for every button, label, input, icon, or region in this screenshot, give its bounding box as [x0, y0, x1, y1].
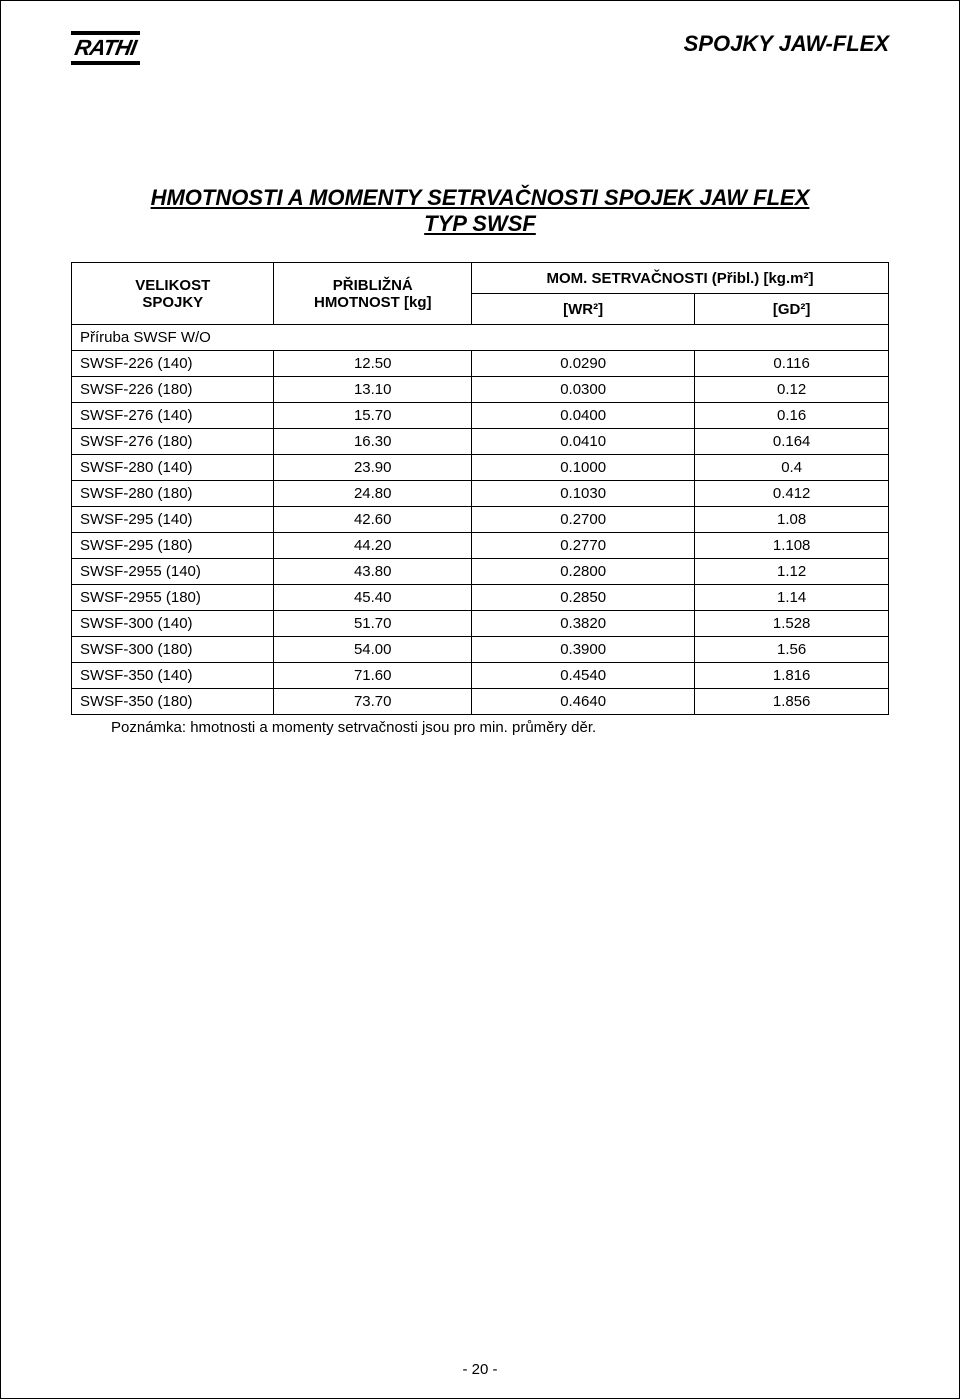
cell-size: SWSF-226 (140): [72, 351, 274, 377]
cell-size: SWSF-295 (180): [72, 533, 274, 559]
logo: RATHI: [71, 31, 140, 65]
col-header-moment: MOM. SETRVAČNOSTI (Přibl.) [kg.m²]: [471, 263, 888, 294]
col-header-gd2: [GD²]: [695, 294, 889, 325]
cell-weight: 42.60: [274, 507, 472, 533]
cell-gd2: 0.164: [695, 429, 889, 455]
col-header-weight: PŘIBLIŽNÁ HMOTNOST [kg]: [274, 263, 472, 325]
cell-weight: 71.60: [274, 663, 472, 689]
cell-gd2: 0.116: [695, 351, 889, 377]
cell-gd2: 0.412: [695, 481, 889, 507]
cell-wr2: 0.4540: [471, 663, 694, 689]
cell-gd2: 1.12: [695, 559, 889, 585]
table-row: SWSF-295 (140)42.600.27001.08: [72, 507, 889, 533]
cell-gd2: 1.108: [695, 533, 889, 559]
cell-wr2: 0.1030: [471, 481, 694, 507]
col-header-weight-a: PŘIBLIŽNÁ: [333, 277, 413, 294]
table-body: Příruba SWSF W/O SWSF-226 (140)12.500.02…: [72, 325, 889, 715]
cell-wr2: 0.2850: [471, 585, 694, 611]
cell-weight: 12.50: [274, 351, 472, 377]
cell-size: SWSF-350 (180): [72, 689, 274, 715]
table-row: SWSF-2955 (140)43.800.28001.12: [72, 559, 889, 585]
table-head: VELIKOST SPOJKY PŘIBLIŽNÁ HMOTNOST [kg] …: [72, 263, 889, 325]
table-row: SWSF-276 (180)16.300.04100.164: [72, 429, 889, 455]
cell-gd2: 0.12: [695, 377, 889, 403]
table-row: SWSF-280 (140)23.900.10000.4: [72, 455, 889, 481]
col-header-wr2: [WR²]: [471, 294, 694, 325]
cell-gd2: 1.08: [695, 507, 889, 533]
data-table: VELIKOST SPOJKY PŘIBLIŽNÁ HMOTNOST [kg] …: [71, 262, 889, 715]
section-title: HMOTNOSTI A MOMENTY SETRVAČNOSTI SPOJEK …: [71, 185, 889, 237]
cell-gd2: 1.528: [695, 611, 889, 637]
cell-size: SWSF-350 (140): [72, 663, 274, 689]
table-row: SWSF-226 (180)13.100.03000.12: [72, 377, 889, 403]
table-group-row: Příruba SWSF W/O: [72, 325, 889, 351]
col-header-weight-b: HMOTNOST [kg]: [314, 294, 432, 311]
cell-gd2: 1.14: [695, 585, 889, 611]
cell-weight: 13.10: [274, 377, 472, 403]
cell-size: SWSF-300 (180): [72, 637, 274, 663]
cell-wr2: 0.2770: [471, 533, 694, 559]
table-row: SWSF-300 (180)54.000.39001.56: [72, 637, 889, 663]
cell-wr2: 0.0400: [471, 403, 694, 429]
col-header-size: VELIKOST SPOJKY: [72, 263, 274, 325]
col-header-size-a: VELIKOST: [135, 277, 210, 294]
table-row: SWSF-226 (140)12.500.02900.116: [72, 351, 889, 377]
cell-size: SWSF-226 (180): [72, 377, 274, 403]
cell-wr2: 0.2800: [471, 559, 694, 585]
cell-size: SWSF-276 (140): [72, 403, 274, 429]
cell-weight: 51.70: [274, 611, 472, 637]
cell-weight: 73.70: [274, 689, 472, 715]
logo-text: RATHI: [73, 35, 138, 61]
cell-weight: 43.80: [274, 559, 472, 585]
section-title-line1: HMOTNOSTI A MOMENTY SETRVAČNOSTI SPOJEK …: [71, 185, 889, 211]
table-row: SWSF-300 (140)51.700.38201.528: [72, 611, 889, 637]
cell-weight: 44.20: [274, 533, 472, 559]
page: RATHI SPOJKY JAW-FLEX HMOTNOSTI A MOMENT…: [0, 0, 960, 1399]
table-row: SWSF-295 (180)44.200.27701.108: [72, 533, 889, 559]
cell-weight: 16.30: [274, 429, 472, 455]
cell-weight: 54.00: [274, 637, 472, 663]
table-row: SWSF-276 (140)15.700.04000.16: [72, 403, 889, 429]
cell-wr2: 0.1000: [471, 455, 694, 481]
cell-gd2: 1.856: [695, 689, 889, 715]
cell-wr2: 0.3900: [471, 637, 694, 663]
cell-weight: 23.90: [274, 455, 472, 481]
cell-wr2: 0.0410: [471, 429, 694, 455]
col-header-size-b: SPOJKY: [142, 294, 203, 311]
table-note: Poznámka: hmotnosti a momenty setrvačnos…: [111, 719, 889, 736]
cell-gd2: 0.16: [695, 403, 889, 429]
section-title-line2: TYP SWSF: [71, 211, 889, 237]
cell-gd2: 1.56: [695, 637, 889, 663]
table-group-cell: Příruba SWSF W/O: [72, 325, 889, 351]
doc-title: SPOJKY JAW-FLEX: [684, 31, 889, 57]
cell-weight: 15.70: [274, 403, 472, 429]
cell-size: SWSF-280 (180): [72, 481, 274, 507]
cell-size: SWSF-2955 (180): [72, 585, 274, 611]
cell-size: SWSF-280 (140): [72, 455, 274, 481]
cell-size: SWSF-295 (140): [72, 507, 274, 533]
cell-weight: 45.40: [274, 585, 472, 611]
cell-wr2: 0.4640: [471, 689, 694, 715]
cell-wr2: 0.2700: [471, 507, 694, 533]
cell-weight: 24.80: [274, 481, 472, 507]
cell-size: SWSF-300 (140): [72, 611, 274, 637]
table-row: SWSF-2955 (180)45.400.28501.14: [72, 585, 889, 611]
table-row: SWSF-280 (180)24.800.10300.412: [72, 481, 889, 507]
header: RATHI SPOJKY JAW-FLEX: [71, 31, 889, 65]
cell-wr2: 0.3820: [471, 611, 694, 637]
cell-size: SWSF-276 (180): [72, 429, 274, 455]
cell-size: SWSF-2955 (140): [72, 559, 274, 585]
table-row: SWSF-350 (180)73.700.46401.856: [72, 689, 889, 715]
cell-wr2: 0.0290: [471, 351, 694, 377]
page-number: - 20 -: [1, 1361, 959, 1378]
cell-gd2: 0.4: [695, 455, 889, 481]
cell-gd2: 1.816: [695, 663, 889, 689]
cell-wr2: 0.0300: [471, 377, 694, 403]
table-row: SWSF-350 (140)71.600.45401.816: [72, 663, 889, 689]
